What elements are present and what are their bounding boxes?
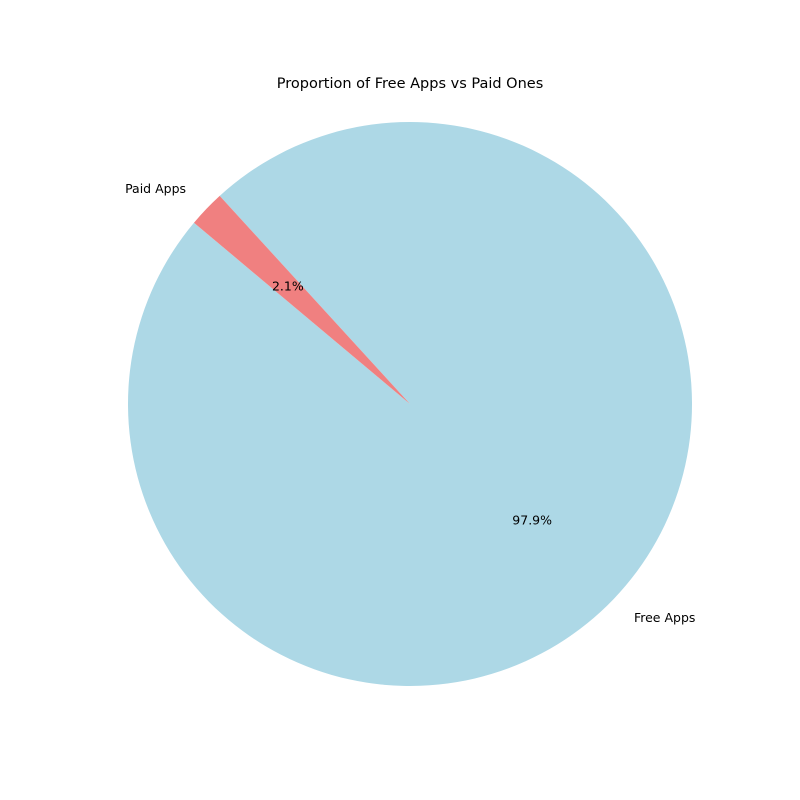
pie-labels: Free Apps 97.9% Paid Apps 2.1% xyxy=(125,181,695,625)
pie-slice-paid-apps xyxy=(193,195,410,404)
pie-slices xyxy=(128,121,693,687)
slice-label-paid-apps: Paid Apps xyxy=(125,181,186,196)
slice-pct-free-apps: 97.9% xyxy=(512,513,552,528)
slice-label-free-apps: Free Apps xyxy=(634,610,695,625)
pie-slice-free-apps xyxy=(128,121,693,687)
slice-pct-paid-apps: 2.1% xyxy=(272,278,304,293)
chart-title: Proportion of Free Apps vs Paid Ones xyxy=(277,76,544,92)
